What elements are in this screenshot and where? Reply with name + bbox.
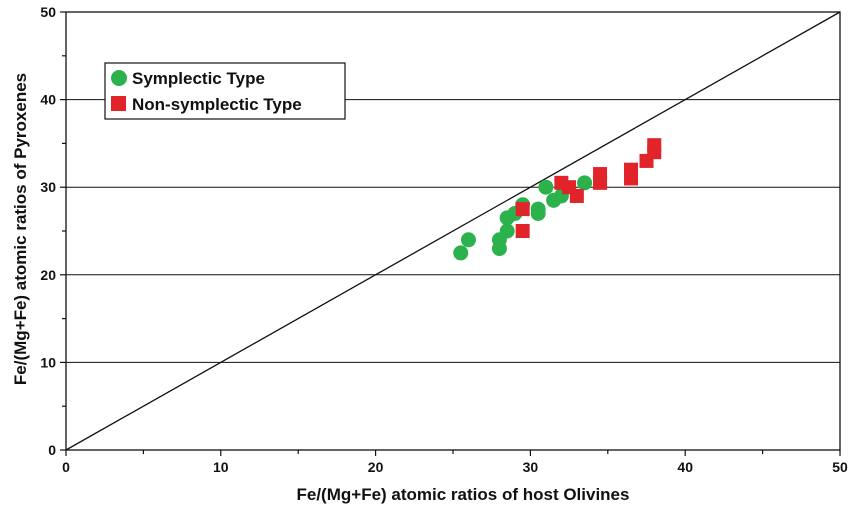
legend: Symplectic Type Non-symplectic Type: [104, 62, 346, 120]
legend-non-symplectic-label: Non-symplectic Type: [132, 95, 302, 114]
point-non-symplectic-6: [593, 167, 608, 182]
point-symplectic-4: [499, 223, 515, 239]
point-symplectic-9: [530, 201, 546, 217]
legend-box: [104, 62, 346, 120]
reference-line-y-equals-x: [65, 11, 841, 451]
point-non-symplectic-11: [647, 138, 662, 153]
point-symplectic-13: [577, 175, 593, 191]
x-tick-labels: 0 10 20 30 40 50: [62, 459, 848, 475]
point-non-symplectic-4: [569, 188, 584, 203]
y-tick-label-0: 0: [48, 442, 56, 458]
x-tick-label-40: 40: [677, 459, 693, 475]
y-tick-label-30: 30: [40, 179, 56, 195]
y-tick-label-40: 40: [40, 92, 56, 108]
point-non-symplectic-8: [624, 162, 639, 177]
x-tick-label-50: 50: [832, 459, 848, 475]
point-symplectic-0: [453, 245, 469, 261]
y-tick-label-50: 50: [40, 4, 56, 20]
point-non-symplectic-1: [515, 202, 530, 217]
y-tick-label-20: 20: [40, 267, 56, 283]
legend-symplectic-marker: [111, 70, 127, 86]
data-points: [453, 138, 662, 261]
x-tick-label-0: 0: [62, 459, 70, 475]
x-axis-title: Fe/(Mg+Fe) atomic ratios of host Olivine…: [297, 485, 630, 504]
legend-symplectic-label: Symplectic Type: [132, 69, 265, 88]
y-axis-title: Fe/(Mg+Fe) atomic ratios of Pyroxenes: [11, 73, 30, 385]
y-tick-label-10: 10: [40, 354, 56, 370]
point-symplectic-1: [460, 232, 476, 248]
point-symplectic-10: [538, 179, 554, 195]
x-tick-label-20: 20: [368, 459, 384, 475]
point-non-symplectic-0: [515, 224, 530, 238]
x-tick-label-30: 30: [523, 459, 539, 475]
legend-non-symplectic-marker: [111, 96, 126, 111]
axis-ticks: [60, 11, 841, 456]
y-tick-labels: 0 10 20 30 40 50: [40, 4, 56, 458]
x-tick-label-10: 10: [213, 459, 229, 475]
